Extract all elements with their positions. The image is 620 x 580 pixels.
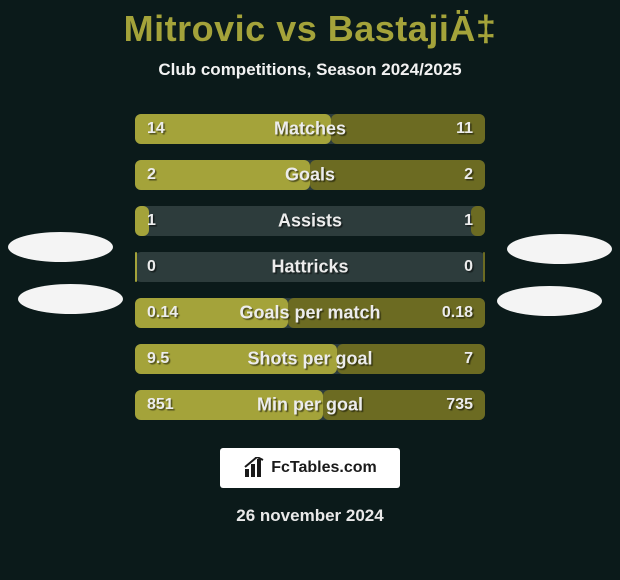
stat-row: Assists11 bbox=[135, 206, 485, 236]
stat-bar-left bbox=[135, 298, 288, 328]
stat-row: Hattricks0 0 bbox=[135, 252, 485, 282]
date-label: 26 november 2024 bbox=[236, 506, 383, 526]
stat-label: Hattricks bbox=[135, 257, 485, 278]
stat-row: Matches1411 bbox=[135, 114, 485, 144]
brand-badge: FcTables.com bbox=[220, 448, 400, 488]
stat-bar-right bbox=[471, 206, 485, 236]
stat-bar-right bbox=[337, 344, 485, 374]
stat-value-right: 0 bbox=[464, 258, 473, 276]
vs-separator: vs bbox=[276, 8, 317, 49]
stat-bar-left bbox=[135, 206, 149, 236]
page-title: Mitrovic vs BastajiÄ‡ bbox=[124, 0, 497, 50]
brand-text: FcTables.com bbox=[271, 459, 377, 477]
stat-bar-right bbox=[288, 298, 485, 328]
stat-row: Goals per match0.140.18 bbox=[135, 298, 485, 328]
brand-chart-icon bbox=[243, 457, 267, 479]
stat-bar-right bbox=[483, 252, 485, 282]
stat-value-left: 0 bbox=[147, 258, 156, 276]
stat-bar-left bbox=[135, 160, 310, 190]
stat-bar-right bbox=[310, 160, 485, 190]
avatar-placeholder-left-1 bbox=[8, 232, 113, 262]
stat-bar-right bbox=[323, 390, 485, 420]
stat-bar-left bbox=[135, 114, 331, 144]
infographic-container: Mitrovic vs BastajiÄ‡ Club competitions,… bbox=[0, 0, 620, 580]
avatar-placeholder-right-1 bbox=[507, 234, 612, 264]
stat-row: Min per goal851735 bbox=[135, 390, 485, 420]
stat-bar-left bbox=[135, 390, 323, 420]
player-right-name: BastajiÄ‡ bbox=[328, 8, 497, 49]
stat-bar-right bbox=[331, 114, 485, 144]
stat-label: Assists bbox=[135, 211, 485, 232]
stat-rows: Matches1411 Goals22 Assists11 Hattricks0 0 Go… bbox=[0, 114, 620, 420]
player-left-name: Mitrovic bbox=[124, 8, 266, 49]
stat-row: Shots per goal9.57 bbox=[135, 344, 485, 374]
comparison-chart: Matches1411 Goals22 Assists11 Hattricks0 0 Go… bbox=[0, 114, 620, 436]
avatar-placeholder-right-2 bbox=[497, 286, 602, 316]
stat-bar-left bbox=[135, 344, 337, 374]
subtitle: Club competitions, Season 2024/2025 bbox=[158, 60, 461, 80]
stat-bar-left bbox=[135, 252, 137, 282]
avatar-placeholder-left-2 bbox=[18, 284, 123, 314]
stat-row: Goals22 bbox=[135, 160, 485, 190]
